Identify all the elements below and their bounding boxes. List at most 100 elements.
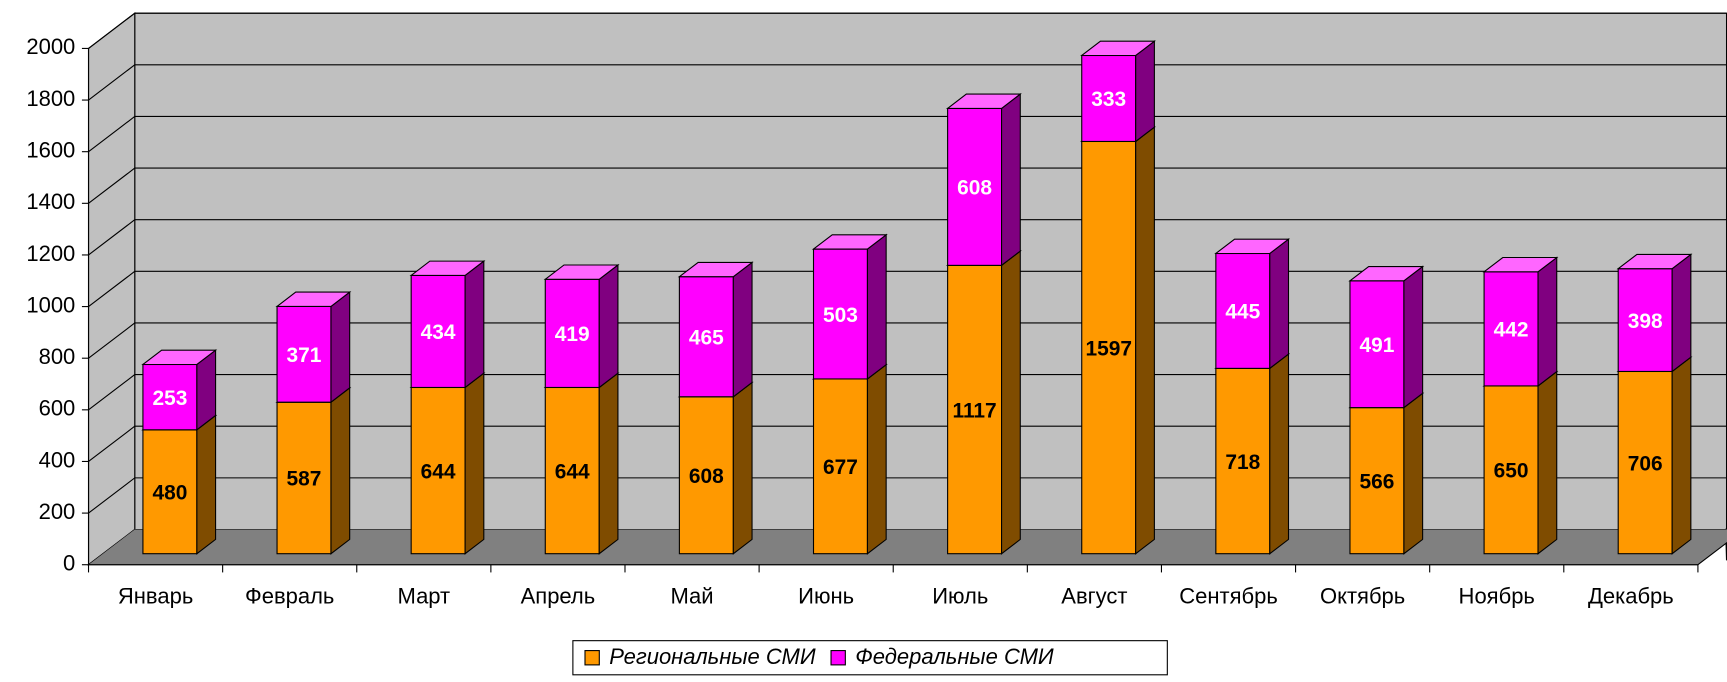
bar (1616, 253, 1693, 373)
y-tick-label: 1400 (26, 189, 75, 214)
bar-front (1617, 370, 1673, 555)
bar-top (543, 264, 620, 280)
bar-top (1080, 40, 1157, 57)
bar (141, 414, 218, 555)
data-label: 644 (421, 460, 456, 483)
data-label: 1597 (1085, 337, 1132, 360)
bar-front (410, 274, 466, 389)
bar-front (1081, 54, 1137, 143)
bar-top (1616, 253, 1693, 270)
bar (677, 381, 754, 555)
x-tick-label: Май (670, 584, 713, 609)
y-tick-label: 1200 (26, 241, 75, 266)
bar-side (464, 372, 485, 555)
bar-front (812, 248, 868, 380)
legend: Региональные СМИ Федеральные СМИ (572, 640, 1168, 676)
bar (543, 263, 620, 389)
bar-front (1617, 268, 1673, 373)
bar-side (1269, 352, 1290, 555)
bar-top (1482, 256, 1559, 273)
grid-line (88, 115, 1727, 153)
grid-line (88, 64, 1727, 101)
x-tick-label: Сентябрь (1179, 584, 1278, 609)
bar-side (1001, 92, 1021, 267)
bar (811, 363, 888, 555)
bar (677, 261, 754, 398)
data-label: 333 (1091, 88, 1126, 111)
bar-front (142, 429, 198, 555)
y-tick-label: 800 (39, 344, 76, 369)
bar (945, 92, 1022, 267)
data-label: 442 (1494, 319, 1529, 342)
data-label: 398 (1628, 310, 1663, 333)
bar (275, 290, 352, 404)
data-label: 644 (555, 460, 590, 483)
data-label: 677 (823, 456, 858, 479)
bar-top (1214, 238, 1291, 255)
bar-front (1349, 407, 1405, 555)
bar-side (196, 414, 217, 555)
y-tick-label: 0 (63, 551, 75, 576)
legend-label: Федеральные СМИ (855, 644, 1054, 669)
bar-top (1348, 265, 1425, 282)
x-tick-label: Июнь (798, 584, 854, 609)
x-tick-label: Апрель (521, 584, 596, 609)
bar (1080, 126, 1157, 555)
x-tick-label: Февраль (245, 584, 334, 609)
x-tick-label: Январь (118, 584, 193, 609)
x-tick-label: Октябрь (1320, 584, 1405, 609)
floor-front (88, 529, 1727, 565)
bar-top (409, 260, 486, 276)
bar-front (1081, 140, 1137, 555)
bar-side (1135, 126, 1155, 555)
x-tick-label: Июль (932, 584, 988, 609)
bar-front (947, 107, 1003, 266)
data-label: 503 (823, 304, 858, 327)
legend-swatch (830, 650, 846, 666)
grid-line (88, 219, 1727, 256)
bar-front (678, 276, 734, 398)
bar (811, 233, 888, 381)
bar-front (1483, 271, 1539, 387)
data-label: 587 (287, 468, 322, 491)
bar-top (945, 93, 1022, 109)
data-label: 650 (1494, 460, 1529, 483)
bar (1482, 256, 1559, 388)
data-label: 706 (1628, 452, 1663, 475)
grid-line (88, 322, 1727, 359)
bar-top (677, 261, 754, 278)
bar-front (544, 278, 600, 389)
bar (1080, 40, 1157, 143)
grid-line (88, 270, 1727, 308)
data-label: 445 (1225, 301, 1260, 324)
x-tick-label: Март (397, 584, 450, 609)
bar-side (598, 263, 619, 389)
bar-side (1671, 356, 1692, 555)
data-label: 465 (689, 326, 724, 349)
data-label: 1117 (952, 399, 996, 422)
y-tick-label: 1000 (26, 292, 75, 317)
data-label: 491 (1359, 334, 1394, 357)
data-label: 718 (1225, 451, 1260, 474)
bar (141, 349, 218, 431)
bar-front (544, 386, 600, 555)
bar-side (732, 261, 753, 398)
bar-side (1135, 40, 1155, 143)
data-label: 480 (152, 481, 187, 504)
bar-side (464, 260, 485, 389)
bar-front (276, 305, 332, 403)
grid-line (88, 167, 1727, 204)
legend-box (572, 640, 1168, 676)
bar-side (732, 381, 753, 555)
x-tick-label: Август (1061, 584, 1127, 609)
data-label: 608 (957, 177, 992, 200)
data-label: 253 (152, 387, 187, 410)
bar-top (275, 291, 352, 307)
data-label: 419 (555, 323, 590, 346)
bar-side (1537, 256, 1558, 388)
x-tick-label: Декабрь (1588, 584, 1674, 609)
y-tick-label: 200 (39, 499, 76, 524)
bar-front (142, 363, 198, 431)
data-label: 371 (287, 344, 322, 367)
